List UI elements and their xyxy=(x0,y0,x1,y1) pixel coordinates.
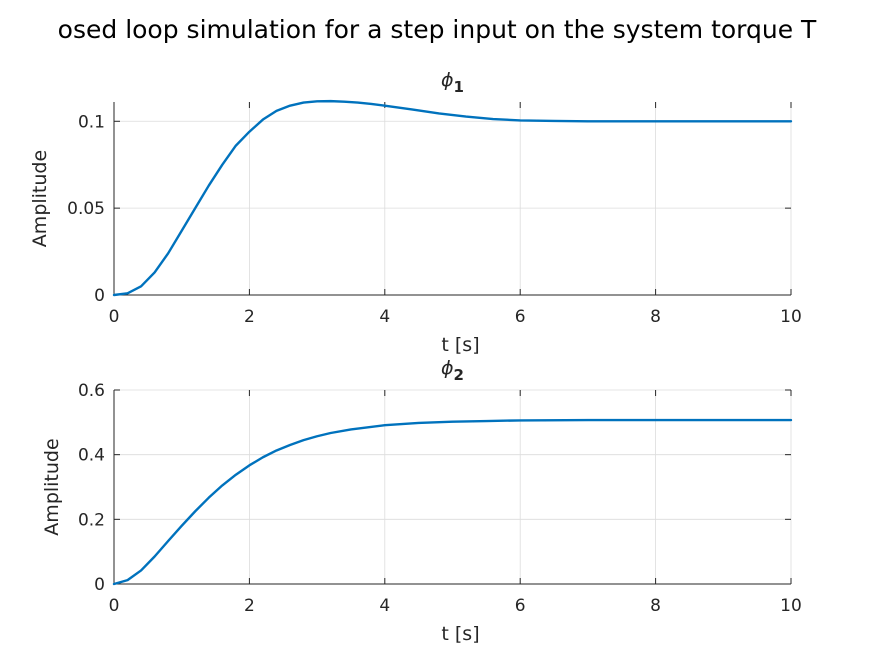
x-axis-label: t [s] xyxy=(441,334,479,356)
subplot-title-symbol: ϕ xyxy=(441,69,454,91)
y-tick-label: 0.6 xyxy=(78,381,105,401)
subplot-title: ϕ1 xyxy=(441,69,464,96)
subplot-1: 0 2 4 6 8 10 0 0.05 0.1 t [s] Amplitude ϕ1 xyxy=(29,69,802,356)
series-line xyxy=(112,99,793,297)
y-tick-label: 0.1 xyxy=(78,112,105,132)
subplot-title-symbol: ϕ xyxy=(441,357,454,379)
x-tick-label: 8 xyxy=(650,596,661,616)
figure-title: osed loop simulation for a step input on… xyxy=(58,15,817,44)
x-tick-label: 6 xyxy=(515,596,526,616)
x-tick-label: 8 xyxy=(650,307,661,327)
x-tick-label: 2 xyxy=(244,596,255,616)
x-tick-label: 10 xyxy=(780,307,802,327)
y-axis-label: Amplitude xyxy=(29,150,51,247)
x-tick-label: 6 xyxy=(515,307,526,327)
y-tick-label: 0.2 xyxy=(78,510,105,530)
y-tick-label: 0.4 xyxy=(78,446,105,466)
x-tick-label: 0 xyxy=(109,307,120,327)
x-tick-label: 10 xyxy=(780,596,802,616)
x-tick-label: 2 xyxy=(244,307,255,327)
series-line xyxy=(112,418,793,586)
x-tick-label: 4 xyxy=(379,596,390,616)
subplot-title: ϕ2 xyxy=(441,357,464,384)
x-axis-label: t [s] xyxy=(441,623,479,645)
y-tick-label: 0.05 xyxy=(67,199,105,219)
y-tick-label: 0 xyxy=(94,575,105,595)
subplot-title-subscript: 2 xyxy=(454,366,464,384)
subplot-title-subscript: 1 xyxy=(454,78,464,96)
y-axis-label: Amplitude xyxy=(41,438,63,535)
x-tick-label: 4 xyxy=(379,307,390,327)
x-tick-label: 0 xyxy=(109,596,120,616)
y-tick-label: 0 xyxy=(94,286,105,306)
